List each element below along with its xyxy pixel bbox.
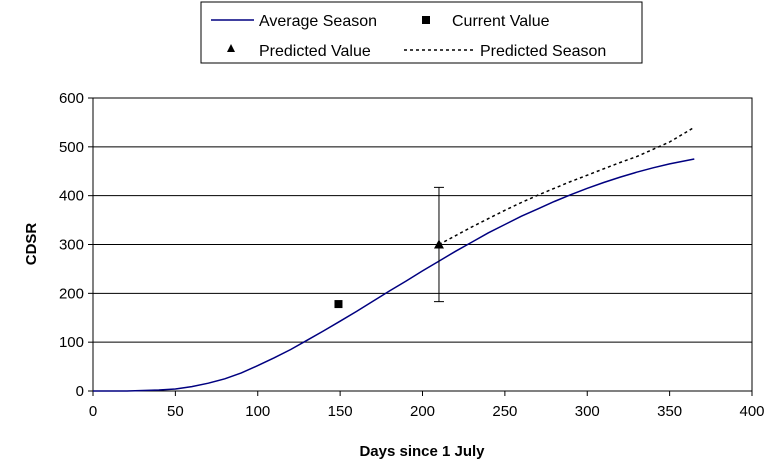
x-tick-label: 100 <box>245 403 270 420</box>
x-axis-title: Days since 1 July <box>359 443 485 460</box>
legend-label-predicted-season: Predicted Season <box>480 43 606 60</box>
legend: Average Season Current Value Predicted V… <box>200 1 643 64</box>
y-axis: 0 100 200 300 400 500 600 <box>59 90 93 400</box>
y-axis-title: CDSR <box>23 223 40 266</box>
legend-swatch-predicted-value <box>227 44 235 52</box>
x-tick-label: 250 <box>492 403 517 420</box>
legend-box <box>200 1 643 64</box>
legend-swatch-current-value <box>422 16 430 24</box>
y-tick-label: 400 <box>59 188 84 205</box>
data-point-current-value <box>334 300 343 309</box>
x-tick-label: 50 <box>167 403 184 420</box>
x-axis: 0 50 100 150 200 250 300 350 400 <box>89 391 765 420</box>
y-tick-label: 500 <box>59 139 84 156</box>
y-tick-label: 0 <box>76 383 84 400</box>
x-tick-label: 0 <box>89 403 97 420</box>
x-tick-label: 200 <box>410 403 435 420</box>
series-layer <box>93 126 695 392</box>
x-tick-label: 400 <box>739 403 764 420</box>
legend-label-average-season: Average Season <box>259 13 377 30</box>
legend-label-predicted-value: Predicted Value <box>259 43 371 60</box>
series-line-average-season <box>93 158 695 392</box>
x-tick-label: 300 <box>575 403 600 420</box>
y-tick-label: 600 <box>59 90 84 107</box>
legend-label-current-value: Current Value <box>452 13 550 30</box>
y-tick-label: 100 <box>59 334 84 351</box>
gridlines <box>93 146 752 343</box>
x-tick-label: 350 <box>657 403 682 420</box>
y-tick-label: 300 <box>59 237 84 254</box>
x-tick-label: 150 <box>328 403 353 420</box>
y-tick-label: 200 <box>59 285 84 302</box>
